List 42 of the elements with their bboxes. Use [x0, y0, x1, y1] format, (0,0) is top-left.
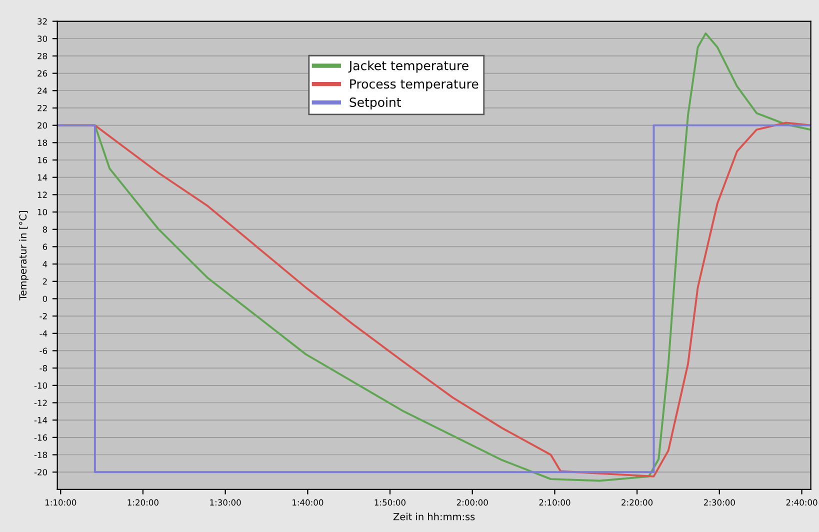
- x-tick-label: 2:30:00: [704, 499, 735, 506]
- y-tick-label: -16: [34, 434, 48, 441]
- x-tick-label: 1:50:00: [374, 499, 406, 506]
- x-tick-label: 1:10:00: [45, 499, 76, 506]
- y-tick-label: -6: [40, 348, 48, 354]
- x-tick-label: 2:10:00: [539, 499, 570, 506]
- y-tick-label: 2: [42, 278, 47, 285]
- y-tick-label: 6: [42, 244, 48, 250]
- x-tick-label: 1:30:00: [210, 499, 241, 506]
- legend-label: Setpoint: [350, 97, 402, 110]
- x-tick-label: 1:40:00: [292, 499, 324, 506]
- y-tick-label: 18: [38, 140, 48, 146]
- x-axis-title: Zeit in hh:mm:ss: [393, 512, 475, 520]
- y-tick-label: 24: [38, 88, 48, 94]
- y-tick-label: 26: [38, 70, 48, 77]
- y-tick-label: -10: [34, 382, 48, 389]
- x-tick-label: 1:20:00: [128, 499, 158, 506]
- y-tick-label: 10: [38, 208, 48, 216]
- y-tick-label: 0: [42, 296, 48, 302]
- y-tick-label: -14: [34, 417, 48, 424]
- x-tick-label: 2:40:00: [786, 499, 818, 506]
- legend-label: Process temperature: [350, 79, 478, 92]
- y-tick-label: 12: [38, 192, 47, 198]
- y-tick-label: -18: [34, 452, 48, 458]
- x-tick-label: 2:00:00: [456, 499, 488, 506]
- y-tick-label: -12: [34, 400, 47, 406]
- y-tick-label: 4: [42, 261, 48, 268]
- y-tick-label: 20: [38, 122, 48, 129]
- y-tick-label: 32: [38, 18, 47, 25]
- y-tick-label: 30: [38, 36, 48, 42]
- x-tick-label: 2:20:00: [622, 499, 653, 506]
- y-tick-label: 14: [38, 174, 48, 180]
- y-tick-label: -4: [40, 330, 48, 337]
- y-tick-label: 16: [38, 156, 48, 164]
- y-tick-label: 22: [38, 104, 47, 112]
- legend-label: Jacket temperature: [348, 60, 468, 73]
- y-axis-title: Temperatur in [°C]: [19, 211, 28, 300]
- y-tick-label: -8: [40, 365, 48, 372]
- y-tick-label: -20: [34, 469, 48, 476]
- y-tick-label: -2: [40, 313, 47, 320]
- y-tick-label: 28: [38, 52, 48, 60]
- y-tick-label: 8: [42, 226, 48, 233]
